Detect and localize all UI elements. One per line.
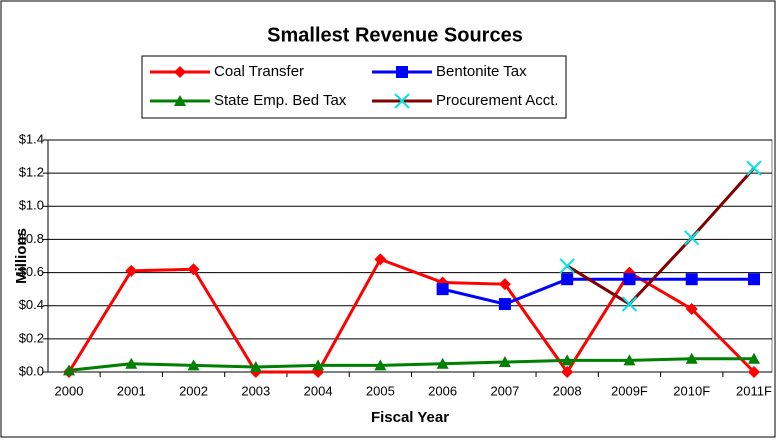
data-point	[623, 273, 636, 286]
series-line	[442, 277, 754, 306]
y-tick-label: $1.2	[19, 165, 44, 180]
data-point	[436, 357, 449, 369]
series-line	[68, 357, 754, 372]
x-tick-label: 2010F	[673, 383, 710, 398]
data-point	[685, 303, 698, 316]
legend-label: Coal Transfer	[214, 63, 304, 80]
x-axis-title: Fiscal Year	[371, 409, 449, 426]
data-point	[746, 160, 762, 176]
y-tick-label: $1.0	[19, 198, 44, 213]
data-point	[561, 366, 574, 378]
x-tick-label: 2007	[490, 383, 519, 398]
x-tick-label: 2001	[117, 383, 146, 398]
data-point	[685, 352, 698, 364]
legend-marker	[396, 66, 408, 78]
legend-marker	[174, 95, 186, 106]
y-tick-label: $0.8	[19, 231, 44, 246]
data-point	[623, 354, 636, 366]
legend-marker	[394, 93, 410, 109]
y-axis-title: Millions	[13, 228, 30, 284]
data-point	[621, 296, 638, 312]
data-point	[559, 258, 575, 274]
data-point	[436, 283, 449, 296]
series-line	[566, 167, 756, 306]
data-point	[125, 357, 138, 369]
data-point	[125, 264, 138, 277]
x-tick-label: 2003	[241, 383, 270, 398]
x-tick-label: 2008	[553, 383, 582, 398]
y-tick-label: $0.4	[19, 297, 44, 312]
y-tick-label: $0.2	[19, 330, 44, 345]
data-point	[187, 263, 200, 276]
x-tick-label: 2004	[304, 383, 333, 398]
legend-box	[141, 55, 567, 119]
data-point	[684, 230, 700, 246]
x-tick-label: 2002	[179, 383, 208, 398]
legend-label: State Emp. Bed Tax	[214, 92, 347, 109]
data-point	[63, 364, 75, 376]
y-tick-label: $0.6	[19, 264, 44, 279]
data-point	[187, 359, 200, 371]
y-tick-label: $1.4	[19, 131, 44, 146]
data-point	[498, 298, 511, 311]
data-point	[374, 359, 387, 371]
x-tick-label: 2009F	[611, 383, 648, 398]
data-point	[748, 366, 760, 378]
x-tick-label: 2011F	[736, 383, 772, 398]
data-point	[748, 273, 760, 286]
x-tick-label: 2006	[428, 383, 457, 398]
data-point	[685, 273, 698, 286]
legend-label: Bentonite Tax	[436, 63, 527, 80]
legend-label: Procurement Acct.	[436, 92, 559, 109]
data-point	[312, 359, 325, 371]
y-tick-label: $0.0	[19, 363, 44, 378]
data-point	[374, 253, 387, 266]
data-point	[498, 278, 511, 291]
x-tick-label: 2000	[55, 383, 84, 398]
data-point	[498, 356, 511, 368]
plot-area	[47, 139, 773, 373]
legend-marker	[174, 66, 186, 78]
data-point	[249, 361, 262, 373]
data-point	[748, 352, 760, 364]
data-point	[561, 354, 574, 366]
chart-title: Smallest Revenue Sources	[267, 24, 523, 46]
x-tick-label: 2005	[366, 383, 395, 398]
data-point	[561, 273, 574, 286]
